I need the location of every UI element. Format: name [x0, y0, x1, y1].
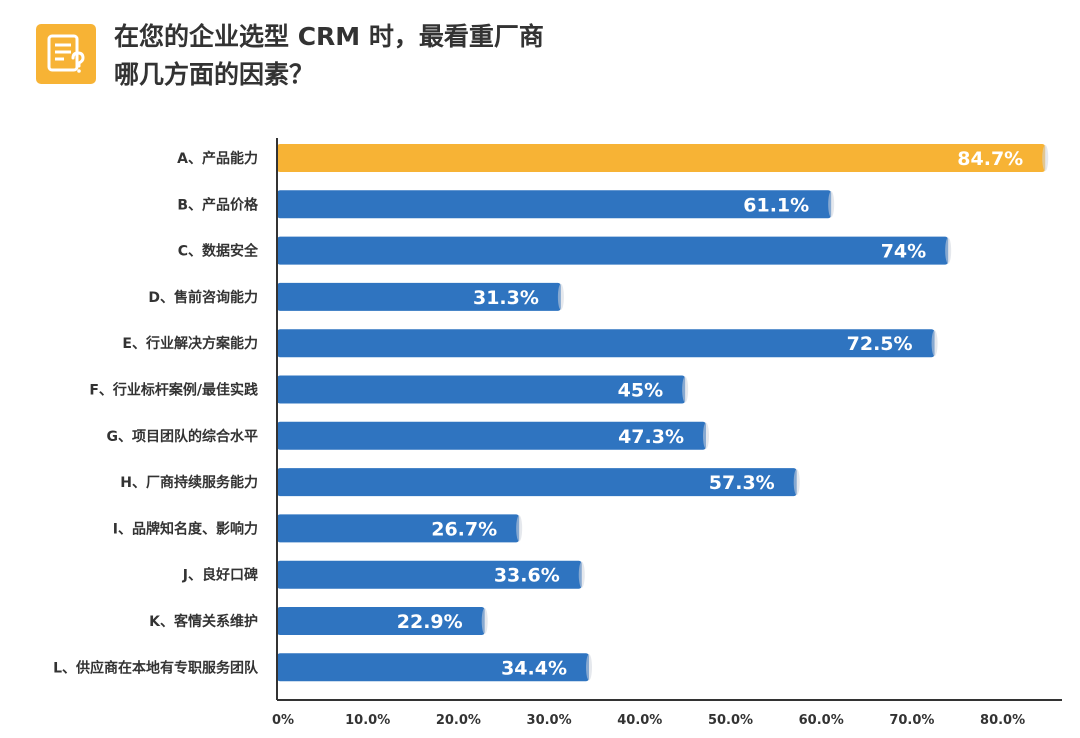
bar: [277, 282, 561, 311]
x-tick-label: 10.0%: [345, 713, 390, 728]
category-label: A、产品能力: [177, 150, 258, 167]
x-tick-label: 60.0%: [799, 713, 844, 728]
value-label: 74%: [881, 241, 926, 263]
value-label: 34.4%: [501, 657, 567, 679]
value-label: 45%: [618, 380, 663, 402]
bar-end-cap: [516, 515, 523, 542]
category-label: B、产品价格: [177, 196, 259, 213]
category-label: K、客情关系维护: [149, 613, 258, 630]
chart-title-line1: 在您的企业选型 CRM 时，最看重厂商: [114, 22, 544, 51]
bar-end-cap: [481, 608, 488, 634]
bar: [277, 607, 485, 635]
value-label: 26.7%: [431, 518, 497, 540]
x-tick-label: 40.0%: [617, 713, 662, 728]
bar: [277, 144, 1046, 172]
bar: [277, 468, 797, 497]
bar-end-cap: [578, 561, 585, 588]
bar: [277, 514, 520, 543]
bar-end-cap: [828, 191, 835, 218]
bar-end-cap: [557, 283, 564, 310]
chart-title: 在您的企业选型 CRM 时，最看重厂商 哪几方面的因素？: [114, 18, 594, 94]
bar: [277, 653, 590, 682]
chart-title-line2: 哪几方面的因素？: [114, 60, 315, 89]
x-tick-label: 20.0%: [436, 713, 481, 728]
category-label: D、售前咨询能力: [148, 289, 258, 306]
value-label: 84.7%: [957, 148, 1023, 170]
value-label: 22.9%: [397, 611, 463, 633]
value-label: 47.3%: [618, 426, 684, 448]
bar: [277, 375, 686, 404]
category-label: L、供应商在本地有专职服务团队: [53, 659, 259, 676]
value-label: 33.6%: [494, 565, 560, 587]
category-label: H、厂商持续服务能力: [120, 474, 258, 491]
category-label: G、项目团队的综合水平: [107, 428, 259, 445]
bar: [277, 560, 582, 589]
category-label: C、数据安全: [178, 243, 259, 260]
value-label: 57.3%: [709, 472, 775, 494]
value-label: 31.3%: [473, 287, 539, 309]
x-tick-label: 80.0%: [980, 713, 1025, 728]
bar-end-cap: [945, 237, 952, 264]
bar-end-cap: [682, 376, 689, 403]
bar-end-cap: [931, 330, 938, 357]
x-tick-label: 30.0%: [527, 713, 572, 728]
bar: [277, 190, 832, 219]
bar-end-cap: [586, 654, 593, 681]
bar: [277, 236, 949, 265]
value-label: 72.5%: [847, 333, 913, 355]
category-label: F、行业标杆案例/最佳实践: [89, 382, 258, 399]
bar-end-cap: [1042, 145, 1049, 171]
bar: [277, 421, 707, 450]
x-tick-label: 50.0%: [708, 713, 753, 728]
survey-question-icon: [36, 24, 96, 84]
category-label: E、行业解决方案能力: [122, 335, 258, 352]
value-label: 61.1%: [743, 194, 809, 216]
bar: [277, 329, 935, 358]
category-label: I、品牌知名度、影响力: [113, 520, 258, 537]
x-tick-label: 0%: [272, 713, 294, 728]
category-label: J、良好口碑: [182, 567, 258, 584]
x-tick-label: 70.0%: [889, 713, 934, 728]
bar-end-cap: [703, 422, 710, 449]
bar-end-cap: [793, 469, 800, 496]
